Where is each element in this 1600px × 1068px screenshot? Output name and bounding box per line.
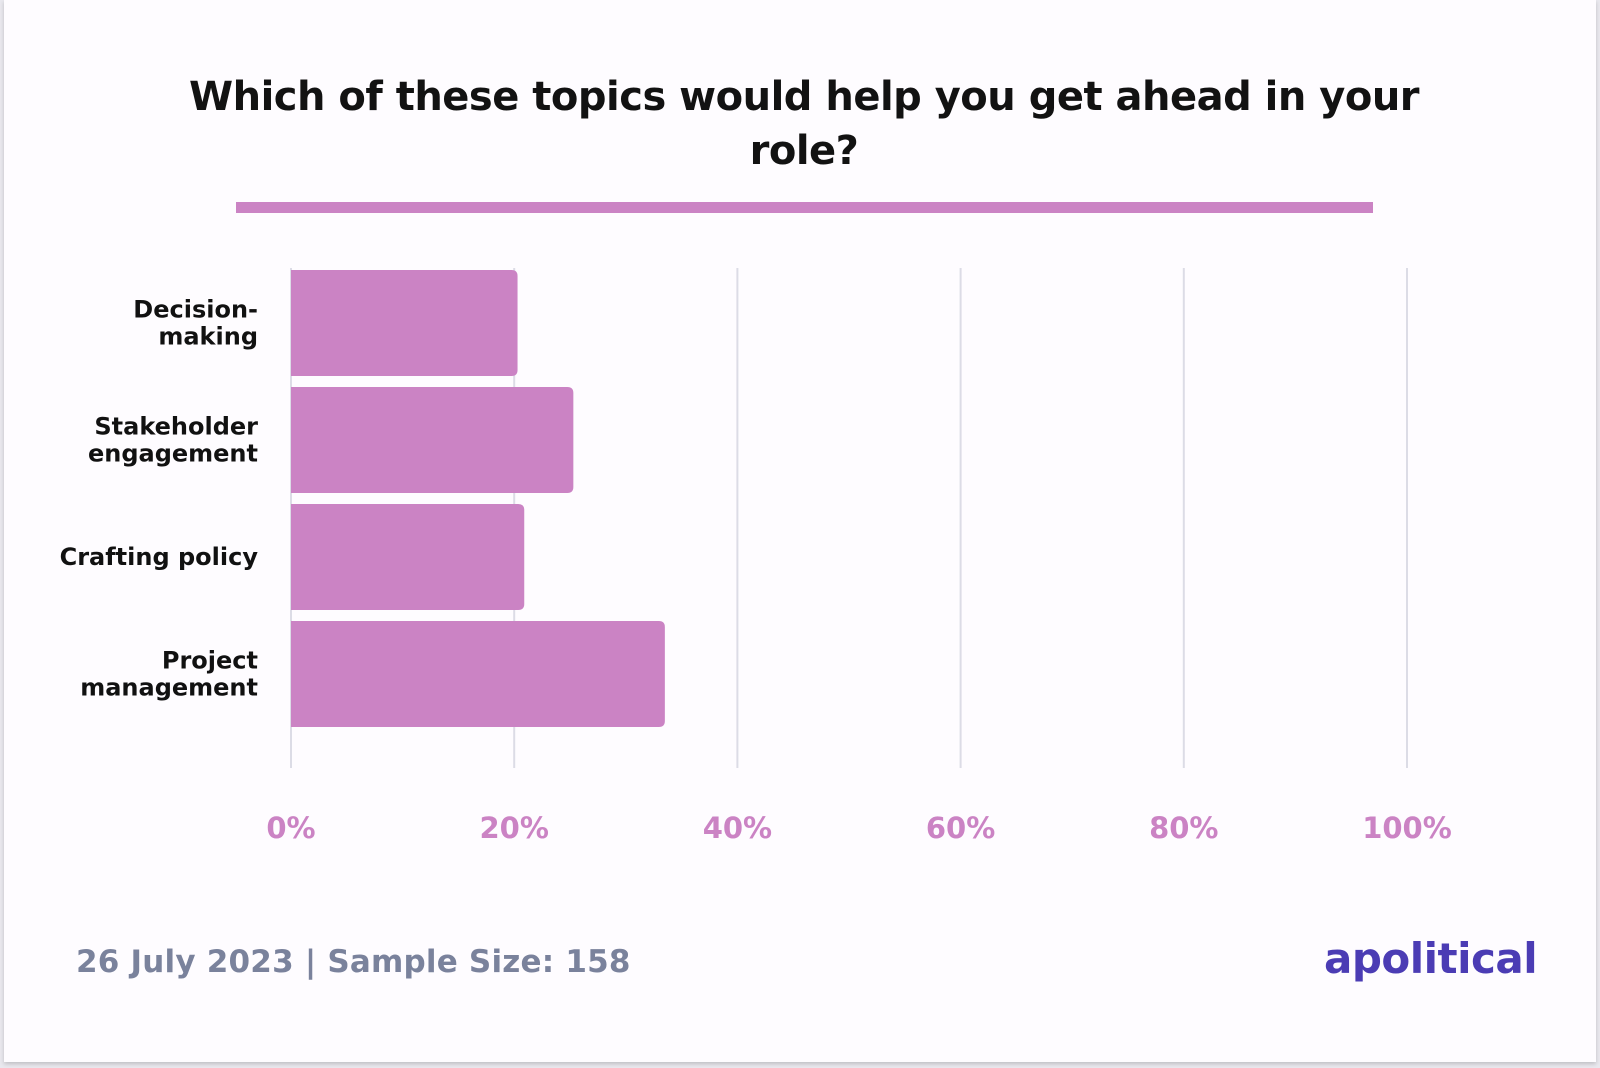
chart-title: Which of these topics would help you get… xyxy=(188,74,1420,174)
category-label-2: Crafting policy xyxy=(60,543,259,571)
bar-3 xyxy=(291,621,665,727)
x-tick-label-60: 60% xyxy=(926,811,995,845)
chart-card: Which of these topics would help you get… xyxy=(4,0,1596,1062)
apolitical-logo: apolitical xyxy=(1324,934,1538,983)
category-label-3: Project management xyxy=(80,647,258,702)
category-label-0: Decision-making xyxy=(133,296,258,351)
x-tick-label-80: 80% xyxy=(1149,811,1218,845)
bars xyxy=(291,270,665,727)
bar-1 xyxy=(291,387,574,493)
x-tick-label-40: 40% xyxy=(703,811,772,845)
bar-0 xyxy=(291,270,518,376)
x-tick-label-100: 100% xyxy=(1362,811,1452,845)
title-underline xyxy=(236,202,1373,213)
category-label-1: Stakeholder engagement xyxy=(88,413,258,468)
x-axis-ticks: 0% 20% 40% 60% 80% 100% xyxy=(266,811,1451,845)
date-sample-size: 26 July 2023 | Sample Size: 158 xyxy=(76,944,631,980)
x-tick-label-20: 20% xyxy=(479,811,548,845)
bar-chart: Decision-making Stakeholder engagement Craf… xyxy=(60,268,1452,845)
category-labels: Decision-making Stakeholder engagement Craf… xyxy=(60,296,259,702)
bar-2 xyxy=(291,504,525,610)
x-tick-label-0: 0% xyxy=(266,811,315,845)
